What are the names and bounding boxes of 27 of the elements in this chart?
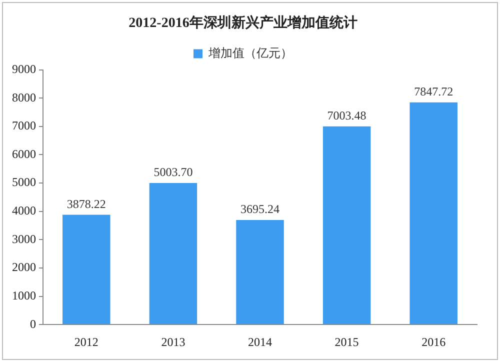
y-tick-label: 0 bbox=[30, 316, 36, 331]
y-tick-label: 5000 bbox=[12, 175, 36, 190]
y-tick-label: 7000 bbox=[12, 118, 36, 133]
bar bbox=[410, 102, 458, 324]
text: 3878.22 bbox=[66, 196, 106, 211]
text: 3695.24 bbox=[240, 202, 280, 216]
y-tick-label: 4000 bbox=[12, 204, 36, 218]
x-tick-label: 2012 bbox=[74, 334, 98, 349]
chart-title: 2012-2016年深圳新兴产业增加值统计 bbox=[128, 14, 358, 32]
y-tick-label: 2000 bbox=[12, 260, 36, 274]
bar bbox=[322, 126, 371, 324]
y-tick-label: 9000 bbox=[12, 62, 36, 76]
legend-label: 增加值（亿元） bbox=[208, 46, 292, 60]
x-tick-label: 2016 bbox=[422, 334, 446, 349]
y-tick-label: 8000 bbox=[12, 90, 36, 104]
y-tick-label: 1000 bbox=[12, 288, 36, 302]
x-tick-label: 2014 bbox=[248, 334, 272, 349]
x-tick-label: 2015 bbox=[334, 334, 359, 349]
bar bbox=[149, 182, 198, 324]
text: 5003.70 bbox=[154, 165, 193, 180]
bar bbox=[236, 220, 284, 324]
text: 7847.72 bbox=[414, 84, 454, 99]
bar bbox=[62, 214, 110, 324]
y-tick-label: 6000 bbox=[12, 146, 36, 161]
text: 7003.48 bbox=[327, 108, 366, 122]
x-tick-label: 2013 bbox=[161, 334, 186, 349]
y-tick-label: 3000 bbox=[12, 232, 36, 246]
